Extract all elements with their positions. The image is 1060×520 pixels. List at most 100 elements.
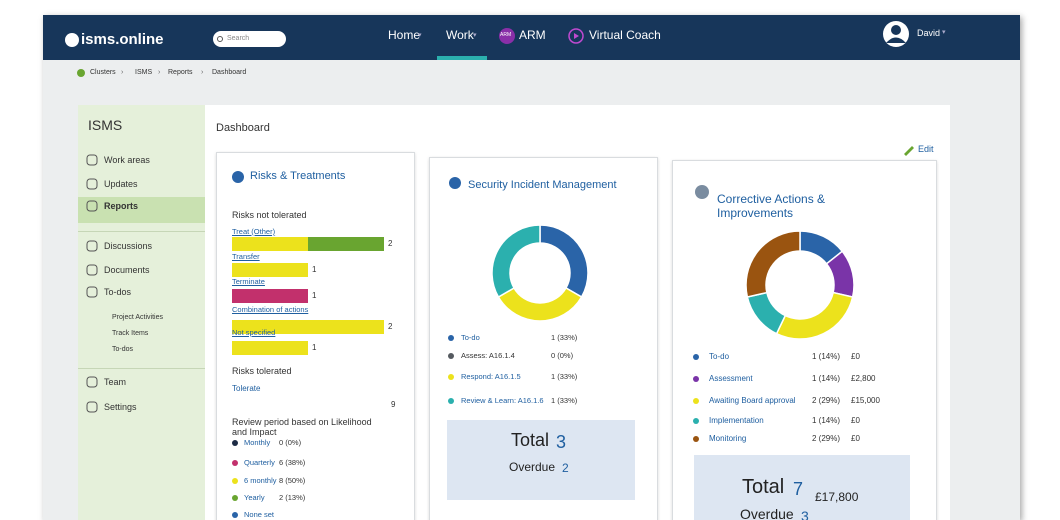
legend-name[interactable]: Monthly [244, 437, 271, 447]
card-icon [449, 177, 461, 189]
sidebar-item[interactable]: Work areas [104, 154, 150, 165]
legend-dot [693, 418, 699, 424]
bar-total: 2 [388, 322, 393, 332]
legend-dot [232, 495, 238, 501]
breadcrumb-sep: › [121, 68, 124, 76]
search-box[interactable] [213, 31, 286, 47]
legend-name[interactable]: Assess: A16.1.4 [461, 350, 515, 360]
logo: isms.online [81, 31, 164, 48]
bar-label[interactable]: Terminate [232, 276, 265, 286]
bar-label[interactable]: Treat (Other) [232, 226, 276, 236]
overdue-label: Overdue [740, 505, 794, 520]
avatar-head [891, 25, 901, 35]
sidebar-icon [86, 240, 98, 252]
bar-segment [232, 237, 308, 251]
total-cost: £17,800 [815, 489, 859, 504]
bar-total: 2 [388, 239, 393, 249]
coach-play [574, 33, 579, 39]
legend-name[interactable]: Monitoring [709, 434, 747, 444]
nav-item[interactable]: Home [388, 27, 421, 42]
sidebar-subitem[interactable]: To-dos [112, 345, 134, 353]
legend-value: 6 (38%) [279, 457, 306, 467]
card-title: Risks & Treatments [250, 170, 346, 183]
legend-dot [232, 460, 238, 466]
legend-value: 1 (14%) [812, 374, 841, 384]
search-placeholder: Search [227, 34, 250, 42]
logo-icon [65, 33, 79, 47]
breadcrumb-item[interactable]: Reports [168, 68, 193, 76]
link[interactable]: Tolerate [232, 384, 261, 394]
legend-dot [448, 353, 454, 359]
legend-value: 2 (13%) [279, 492, 306, 502]
total-box [694, 455, 910, 520]
legend-name[interactable]: Yearly [244, 492, 265, 502]
breadcrumb-icon [77, 69, 85, 77]
legend-value: 1 (33%) [551, 371, 578, 381]
card [216, 152, 415, 520]
legend-cost: £0 [851, 416, 860, 426]
bar-total: 1 [312, 343, 317, 353]
nav-caret: ▾ [418, 31, 422, 39]
breadcrumb-item[interactable]: ISMS [135, 68, 153, 76]
total-box [447, 420, 635, 500]
nav-item[interactable]: Virtual Coach [589, 27, 661, 42]
bar-segment [232, 320, 384, 334]
legend-name[interactable]: To-do [709, 352, 730, 362]
sidebar-subitem[interactable]: Track Items [112, 329, 149, 337]
legend-dot [232, 512, 238, 518]
breadcrumb-sep: › [201, 68, 204, 76]
user-name[interactable]: David [917, 27, 941, 38]
legend-dot [448, 374, 454, 380]
sidebar-item[interactable]: Discussions [104, 240, 153, 251]
donut-slice [775, 291, 854, 340]
review-count: 9 [391, 400, 396, 410]
edit-icon [904, 146, 914, 156]
nav-item[interactable]: Work [446, 27, 474, 42]
legend-dot [693, 376, 699, 382]
legend-name[interactable]: Awaiting Board approval [709, 396, 796, 406]
legend-name[interactable]: Implementation [709, 416, 764, 426]
card-icon [695, 185, 709, 199]
legend-value: 2 (29%) [812, 396, 841, 406]
legend-name[interactable]: None set [244, 509, 275, 519]
coach-icon [568, 28, 584, 44]
nav-underline [437, 56, 487, 60]
sidebar-icon [86, 200, 98, 212]
sidebar-subitem[interactable]: Project Activities [112, 313, 163, 321]
legend-name[interactable]: Quarterly [244, 457, 275, 467]
legend-name[interactable]: Respond: A16.1.5 [461, 371, 521, 381]
legend-name[interactable]: Review & Learn: A16.1.6 [461, 395, 544, 405]
sidebar-item[interactable]: Team [104, 376, 127, 387]
search-icon [217, 36, 223, 42]
donut-slice [491, 224, 541, 299]
sidebar-icon [86, 264, 98, 276]
sidebar-icon [86, 154, 98, 166]
bar-label[interactable]: Not specified [232, 327, 276, 337]
sidebar-divider [78, 368, 205, 369]
legend-name[interactable]: To-do [461, 332, 480, 342]
bar-label[interactable]: Combination of actions [232, 304, 309, 314]
sidebar-icon [86, 376, 98, 388]
sidebar-item[interactable]: Updates [104, 178, 138, 189]
legend-name[interactable]: 6 monthly [244, 475, 277, 485]
overdue-label: Overdue [509, 459, 556, 474]
sidebar-item[interactable]: Documents [104, 264, 150, 275]
bar-segment [232, 289, 308, 303]
sidebar-item[interactable]: To-dos [104, 286, 132, 297]
sidebar-item[interactable]: Settings [104, 401, 137, 412]
legend-cost: £2,800 [851, 374, 876, 384]
legend-name[interactable]: Assessment [709, 374, 753, 384]
nav-item[interactable]: ARM [519, 27, 546, 42]
legend-dot [693, 398, 699, 404]
breadcrumb-item[interactable]: Clusters [90, 68, 116, 76]
bar-segment [232, 341, 308, 355]
breadcrumb-item: Dashboard [212, 68, 247, 76]
donut-slice [539, 224, 589, 299]
legend-dot [448, 335, 454, 341]
card-title: Corrective Actions & Improvements [717, 191, 826, 220]
sidebar-item[interactable]: Reports [104, 200, 139, 211]
bar-label[interactable]: Transfer [232, 251, 260, 261]
edit-link[interactable]: Edit [918, 143, 934, 154]
top-bar [43, 15, 1020, 60]
section-label: Review period based on Likelihood and Im… [232, 416, 372, 437]
